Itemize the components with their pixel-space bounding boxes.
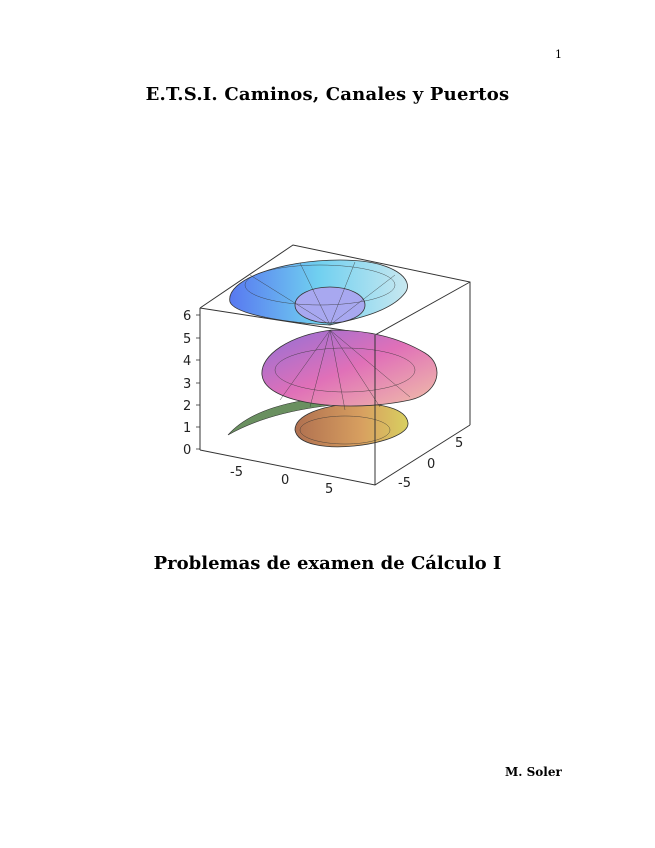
y-tick-label: -5 (398, 476, 411, 491)
page-number: 1 (555, 48, 562, 61)
page-title: E.T.S.I. Caminos, Canales y Puertos (145, 84, 510, 105)
y-tick-label: 0 (427, 457, 435, 472)
x-tick-label: 5 (325, 482, 333, 497)
x-tick-label: -5 (230, 465, 243, 480)
x-tick-label: 0 (281, 473, 289, 488)
middle-surface (261, 329, 438, 407)
document-subtitle: Problemas de examen de Cálculo I (153, 553, 502, 574)
author-name: M. Soler (505, 765, 562, 779)
z-tick-label: 3 (183, 377, 191, 392)
z-tick-label: 2 (183, 399, 191, 414)
z-tick-label: 5 (183, 332, 191, 347)
plot-box (199, 244, 471, 486)
y-tick-label: 5 (455, 436, 463, 451)
bottom-surface (294, 403, 409, 448)
z-tick-label: 0 (183, 443, 191, 458)
surface-mesh (244, 261, 416, 445)
3d-surface-plot: 0 1 2 3 4 5 6 -5 0 5 -5 0 5 (183, 244, 471, 497)
z-tick-label: 6 (183, 309, 191, 324)
tick-marks (196, 314, 200, 450)
z-tick-label: 4 (183, 354, 191, 369)
z-tick-label: 1 (183, 421, 191, 436)
